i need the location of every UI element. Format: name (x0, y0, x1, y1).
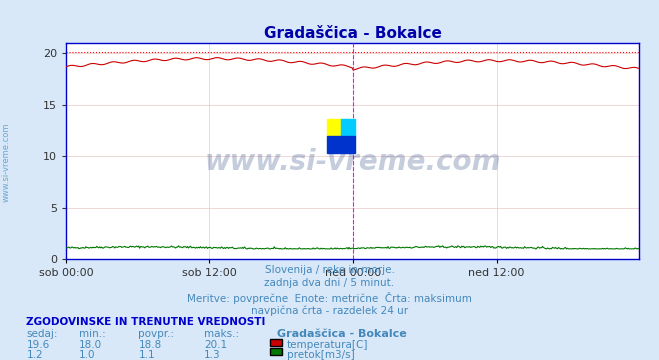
Text: 20.1: 20.1 (204, 340, 227, 350)
Bar (327, 119, 341, 136)
Text: Meritve: povprečne  Enote: metrične  Črta: maksimum: Meritve: povprečne Enote: metrične Črta:… (187, 292, 472, 304)
Text: maks.:: maks.: (204, 329, 239, 339)
Text: povpr.:: povpr.: (138, 329, 175, 339)
Text: www.si-vreme.com: www.si-vreme.com (204, 148, 501, 176)
Text: Slovenija / reke in morje.: Slovenija / reke in morje. (264, 265, 395, 275)
Text: navpična črta - razdelek 24 ur: navpična črta - razdelek 24 ur (251, 306, 408, 316)
Bar (341, 136, 355, 153)
Text: www.si-vreme.com: www.si-vreme.com (2, 122, 11, 202)
Bar (341, 119, 355, 136)
Text: pretok[m3/s]: pretok[m3/s] (287, 350, 355, 360)
Title: Gradaščica - Bokalce: Gradaščica - Bokalce (264, 26, 442, 41)
Text: 1.3: 1.3 (204, 350, 221, 360)
Text: temperatura[C]: temperatura[C] (287, 340, 368, 350)
Text: 18.0: 18.0 (79, 340, 102, 350)
Text: Gradaščica - Bokalce: Gradaščica - Bokalce (277, 329, 407, 339)
Text: sedaj:: sedaj: (26, 329, 58, 339)
Text: 18.8: 18.8 (138, 340, 161, 350)
Text: min.:: min.: (79, 329, 106, 339)
Text: 1.1: 1.1 (138, 350, 155, 360)
Text: 19.6: 19.6 (26, 340, 49, 350)
Text: zadnja dva dni / 5 minut.: zadnja dva dni / 5 minut. (264, 278, 395, 288)
Text: ZGODOVINSKE IN TRENUTNE VREDNOSTI: ZGODOVINSKE IN TRENUTNE VREDNOSTI (26, 317, 266, 327)
Bar (327, 136, 341, 153)
Text: 1.0: 1.0 (79, 350, 96, 360)
Text: 1.2: 1.2 (26, 350, 43, 360)
